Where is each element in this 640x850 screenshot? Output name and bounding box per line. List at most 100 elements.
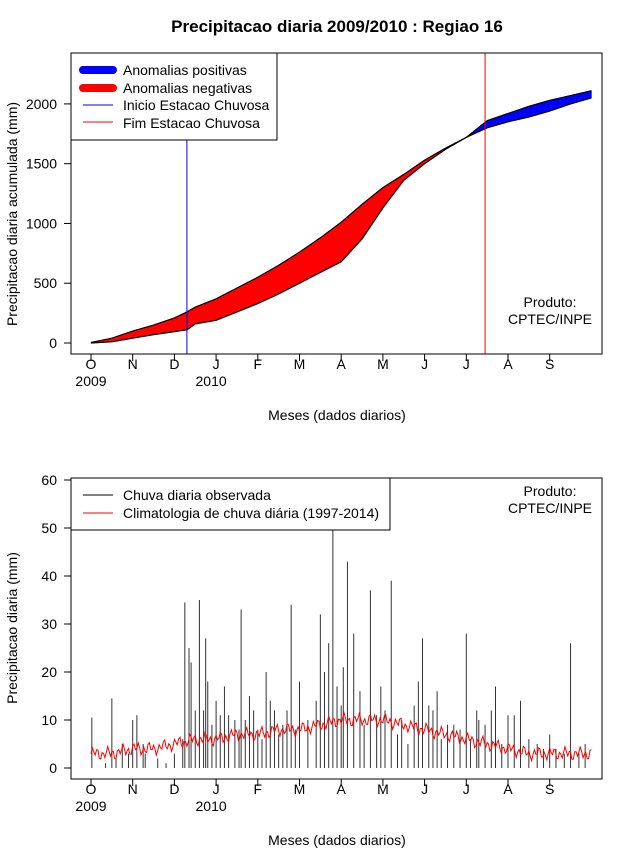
anomaly-segment [203, 302, 206, 323]
x-tick-label: M [294, 356, 306, 372]
anomaly-segment [153, 323, 156, 335]
anomaly-segment [528, 105, 532, 118]
anomaly-segment [324, 232, 327, 271]
anomaly-segment [361, 202, 365, 240]
x-axis-label: Meses (dados diarios) [268, 407, 406, 423]
anomaly-segment [557, 97, 561, 109]
anomaly-segment [532, 104, 536, 117]
product-label: Produto: [524, 483, 577, 499]
anomaly-segment [589, 90, 592, 99]
anomaly-segment [217, 296, 221, 320]
legend-label-climatology: Climatologia de chuva diária (1997-2014) [123, 505, 379, 521]
anomaly-segment [522, 107, 525, 119]
anomaly-segment [368, 197, 371, 231]
anomaly-segment [155, 323, 159, 335]
anomaly-segment [226, 291, 229, 317]
anomaly-segment [351, 210, 355, 252]
x-tick-label: D [169, 781, 179, 797]
x-axis: O N D J F M A M J J A S 2009 2010 [75, 779, 554, 814]
anomaly-segment [578, 92, 582, 102]
anomaly-segment [526, 105, 530, 118]
anomaly-segment [244, 282, 248, 310]
anomaly-segment [134, 329, 138, 339]
anomaly-segment [209, 299, 213, 322]
x-tick-label: F [254, 356, 263, 372]
anomaly-segment [151, 324, 154, 336]
anomaly-segment [276, 264, 279, 296]
observed-accumulated-line [90, 90, 592, 344]
anomaly-segment [263, 271, 267, 302]
anomaly-segment [530, 104, 534, 117]
anomaly-segment [357, 205, 361, 245]
x-tick-label: D [169, 356, 179, 372]
anomaly-segment [586, 90, 590, 100]
anomaly-segment [149, 325, 152, 336]
anomaly-segment [374, 191, 377, 222]
anomaly-segment [163, 320, 167, 334]
anomaly-segment [247, 281, 250, 309]
anomaly-segment [507, 112, 511, 123]
anomaly-segment [157, 322, 161, 335]
anomaly-segment [317, 237, 321, 275]
anomaly-segment [178, 314, 181, 332]
anomaly-segment [551, 98, 555, 111]
plot-frame [70, 52, 603, 355]
anomaly-segment [280, 262, 284, 294]
anomaly-segment [215, 297, 219, 321]
anomaly-segment [267, 269, 271, 300]
anomaly-segment [234, 287, 238, 314]
anomaly-segment [305, 245, 309, 281]
anomaly-segment [240, 284, 244, 311]
anomaly-segment [274, 265, 277, 297]
x-tick-label: A [503, 356, 513, 372]
x-axis: O N D J F M A M J J A S 2009 2010 [75, 354, 554, 389]
y-tick-label: 60 [41, 472, 57, 488]
anomaly-segment [574, 93, 578, 104]
anomaly-segment [236, 286, 240, 313]
anomaly-segment [349, 212, 352, 254]
anomaly-segment [146, 325, 150, 337]
anomaly-segment [511, 110, 515, 122]
anomaly-segment [288, 256, 292, 290]
anomaly-segment [332, 226, 336, 267]
anomaly-segment [230, 289, 234, 315]
anomaly-segment [299, 250, 302, 284]
anomaly-segment [232, 288, 236, 315]
anomaly-segment [372, 193, 375, 225]
y-axis: 0 500 1000 1500 2000 [26, 96, 71, 351]
x-axis-label: Meses (dados diarios) [268, 832, 406, 848]
anomaly-segment [182, 312, 186, 331]
anomaly-segment [176, 315, 179, 332]
legend-label-positive: Anomalias positivas [123, 62, 247, 78]
year-label: 2009 [75, 798, 106, 814]
anomaly-segment [138, 328, 142, 338]
anomaly-segment [570, 94, 573, 105]
anomaly-segment [541, 101, 544, 114]
anomaly-segment [253, 277, 257, 306]
anomaly-segment [582, 91, 586, 101]
anomaly-segment [142, 327, 146, 337]
y-tick-label: 40 [41, 568, 57, 584]
anomaly-segment [311, 241, 315, 278]
anomaly-segment [355, 207, 359, 247]
anomaly-segment [520, 108, 523, 120]
anomaly-segment [292, 254, 296, 287]
anomaly-segment [516, 109, 519, 121]
anomaly-segment [192, 306, 196, 326]
anomaly-segment [536, 102, 540, 116]
anomaly-segment [290, 255, 294, 289]
product-source: CPTEC/INPE [508, 500, 592, 516]
anomaly-segment [545, 100, 548, 113]
product-source: CPTEC/INPE [508, 311, 592, 327]
anomaly-segment [553, 98, 557, 111]
anomaly-segment [572, 94, 576, 104]
y-tick-label: 0 [49, 335, 57, 351]
legend-label-observed: Chuva diaria observada [123, 487, 271, 503]
anomaly-segment [347, 214, 350, 256]
anomaly-segment [378, 188, 382, 216]
anomaly-segment [303, 247, 307, 282]
anomaly-segment [242, 283, 246, 310]
legend-label-start: Inicio Estacao Chuvosa [123, 97, 270, 113]
series-lines [90, 90, 592, 344]
x-tick-label: J [213, 781, 220, 797]
